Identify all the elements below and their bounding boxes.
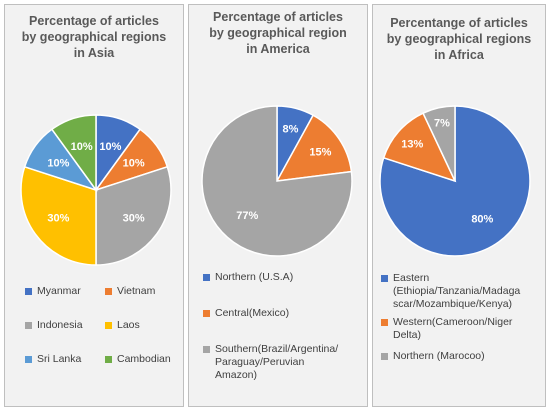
africa-pie-chart: 80% 13% 7% [379, 105, 531, 257]
slice-data-label: 10% [99, 141, 121, 153]
africa-legend: Eastern (Ethiopia/Tanzania/Madaga scar/M… [381, 272, 545, 402]
slice-data-label: 10% [123, 158, 145, 170]
slice-data-label: 8% [282, 124, 298, 136]
asia-pie-chart: 10%10%30%30%10%10% [20, 114, 172, 266]
america-chart-panel: Percentage of articles by geographical r… [188, 4, 368, 407]
legend-swatch [105, 356, 112, 363]
chart-title: Percentage of articles by geographical r… [209, 10, 347, 56]
pie-slice [95, 165, 172, 266]
legend-label: Myanmar [37, 285, 81, 297]
asia-legend: Myanmar Vietnam Indonesia Laos Sri Lanka Camb… [25, 285, 185, 395]
legend-swatch [203, 346, 210, 353]
slice-data-label: 30% [47, 212, 69, 224]
legend-label: Eastern (Ethiopia/Tanzania/Madaga scar/M… [393, 272, 521, 310]
asia-chart-panel: Percentage of articles by geographical r… [4, 4, 184, 407]
legend-item: Indonesia [25, 319, 83, 332]
legend-swatch [381, 275, 388, 282]
legend-label: Northern (Marocoo) [393, 350, 485, 362]
legend-label: Northern (U.S.A) [215, 271, 294, 283]
pie-slice [20, 165, 97, 266]
america-pie-chart: 8% 15% 77% [201, 105, 353, 257]
legend-label: Vietnam [117, 285, 156, 297]
legend-swatch [25, 288, 32, 295]
legend-swatch [381, 353, 388, 360]
slice-data-label: 77% [236, 210, 258, 222]
legend-label: Western(Cameroon/Niger Delta) [393, 316, 513, 341]
legend-label: Laos [117, 319, 140, 331]
legend-item: Western(Cameroon/Niger Delta) [381, 316, 512, 342]
pie-slice [382, 112, 457, 183]
legend-item: Laos [105, 319, 140, 332]
legend-label: Indonesia [37, 319, 83, 331]
legend-item: Eastern (Ethiopia/Tanzania/Madaga scar/M… [381, 272, 520, 311]
legend-label: Central(Mexico) [215, 307, 290, 319]
slice-data-label: 10% [47, 158, 69, 170]
america-legend: Northern (U.S.A) Central(Mexico) Southern(… [203, 271, 369, 401]
legend-item: Vietnam [105, 285, 155, 298]
slice-data-label: 80% [471, 214, 493, 226]
slice-data-label: 15% [309, 146, 331, 158]
legend-item: Myanmar [25, 285, 81, 298]
legend-item: Central(Mexico) [203, 307, 289, 320]
legend-swatch [203, 310, 210, 317]
legend-label: Southern(Brazil/Argentina/ Paraguay/Peru… [215, 343, 339, 381]
africa-chart-panel: Percentange of articles by geographical … [372, 4, 546, 407]
slice-data-label: 30% [123, 212, 145, 224]
legend-swatch [25, 356, 32, 363]
slice-data-label: 10% [71, 141, 93, 153]
legend-label: Cambodian [117, 353, 171, 365]
legend-swatch [25, 322, 32, 329]
legend-item: Northern (U.S.A) [203, 271, 293, 284]
legend-label: Sri Lanka [37, 353, 82, 365]
chart-title: Percentage of articles by geographical r… [21, 14, 167, 60]
legend-swatch [105, 288, 112, 295]
pie-slice [50, 114, 97, 193]
legend-swatch [381, 319, 388, 326]
legend-item: Northern (Marocoo) [381, 350, 485, 363]
legend-item: Sri Lanka [25, 353, 81, 366]
pie-slice [201, 105, 353, 257]
legend-item: Cambodian [105, 353, 171, 366]
chart-title: Percentange of articles by geographical … [386, 16, 532, 62]
legend-item: Southern(Brazil/Argentina/ Paraguay/Peru… [203, 343, 338, 382]
legend-swatch [203, 274, 210, 281]
slice-data-label: 13% [401, 138, 423, 150]
legend-swatch [105, 322, 112, 329]
slice-data-label: 7% [434, 117, 450, 129]
pie-slice [275, 114, 353, 182]
pie-slice [422, 105, 456, 182]
